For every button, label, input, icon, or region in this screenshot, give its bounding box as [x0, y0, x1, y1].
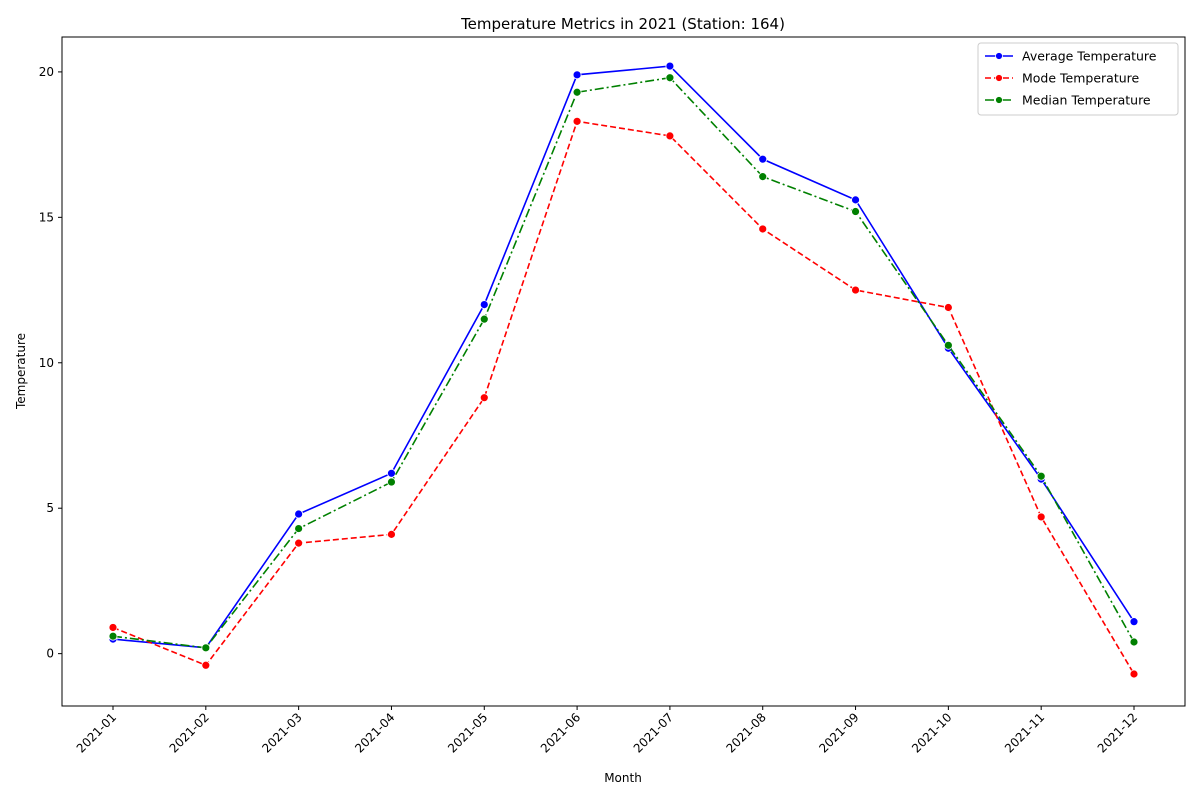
plot-frame — [61, 36, 1186, 707]
legend-label: Mode Temperature — [1022, 71, 1140, 86]
data-point — [479, 314, 489, 324]
data-point — [294, 538, 304, 548]
x-tick-label: 2021-01 — [74, 710, 119, 755]
data-point — [851, 207, 860, 216]
data-point — [387, 529, 396, 539]
data-point — [665, 73, 675, 83]
x-axis: 2021-01 2021-02 2021-03 2021-04 2021-05 2021-… — [74, 706, 1140, 756]
x-tick-label: 2021-03 — [259, 710, 304, 755]
x-tick-label: 2021-11 — [1002, 710, 1047, 755]
data-point — [851, 195, 860, 205]
data-point — [665, 131, 675, 141]
y-tick-label: 15 — [39, 210, 54, 224]
data-point — [387, 477, 396, 487]
data-point — [1129, 637, 1139, 647]
x-tick-label: 2021-04 — [352, 710, 397, 755]
y-tick-label: 20 — [39, 65, 54, 79]
x-tick-label: 2021-12 — [1095, 710, 1140, 755]
x-tick-label: 2021-09 — [816, 710, 861, 755]
x-tick-label: 2021-06 — [538, 710, 583, 755]
data-point — [201, 643, 211, 653]
data-point — [294, 509, 304, 519]
x-tick-label: 2021-02 — [167, 710, 212, 755]
series-2 — [108, 73, 1139, 653]
x-tick-label: 2021-10 — [909, 710, 954, 755]
data-point — [108, 631, 118, 641]
data-point — [572, 116, 582, 126]
legend-marker — [995, 96, 1003, 104]
data-point — [294, 524, 304, 533]
legend-marker — [995, 74, 1003, 82]
data-point — [1129, 617, 1139, 627]
data-point — [572, 87, 582, 97]
data-point — [758, 224, 768, 234]
data-point — [1129, 669, 1139, 679]
data-point — [201, 660, 211, 670]
y-tick-label: 5 — [46, 501, 54, 515]
data-point — [1036, 512, 1046, 522]
data-point — [943, 303, 953, 312]
x-tick-label: 2021-07 — [631, 710, 676, 755]
data-point — [758, 172, 768, 182]
x-axis-title: Month — [604, 771, 642, 785]
series-line — [112, 120, 1135, 675]
y-tick-label: 10 — [39, 356, 54, 370]
chart-title: Temperature Metrics in 2021 (Station: 16… — [460, 15, 785, 33]
data-point — [479, 300, 489, 310]
data-point — [479, 393, 489, 403]
series-line — [112, 76, 1135, 649]
legend-box — [977, 42, 1179, 116]
legend-marker — [995, 52, 1003, 60]
data-point — [851, 285, 860, 295]
data-point — [108, 623, 118, 632]
legend-label: Median Temperature — [1022, 93, 1151, 108]
data-point — [665, 61, 675, 71]
series-layer — [108, 61, 1139, 679]
series-line — [112, 65, 1135, 649]
data-point — [1036, 471, 1046, 481]
data-point — [943, 340, 953, 350]
x-tick-label: 2021-08 — [723, 710, 768, 755]
data-point — [572, 70, 582, 80]
y-tick-label: 0 — [46, 647, 54, 661]
legend: Average Temperature Mode Temperature Media… — [977, 42, 1179, 116]
x-tick-label: 2021-05 — [445, 710, 490, 755]
series-0 — [108, 61, 1139, 653]
legend-label: Average Temperature — [1022, 49, 1157, 64]
y-axis-title: Temperature — [14, 333, 28, 410]
data-point — [758, 154, 768, 164]
y-axis: 0 5 10 15 20 — [39, 65, 62, 661]
series-1 — [108, 116, 1139, 679]
data-point — [387, 468, 396, 478]
